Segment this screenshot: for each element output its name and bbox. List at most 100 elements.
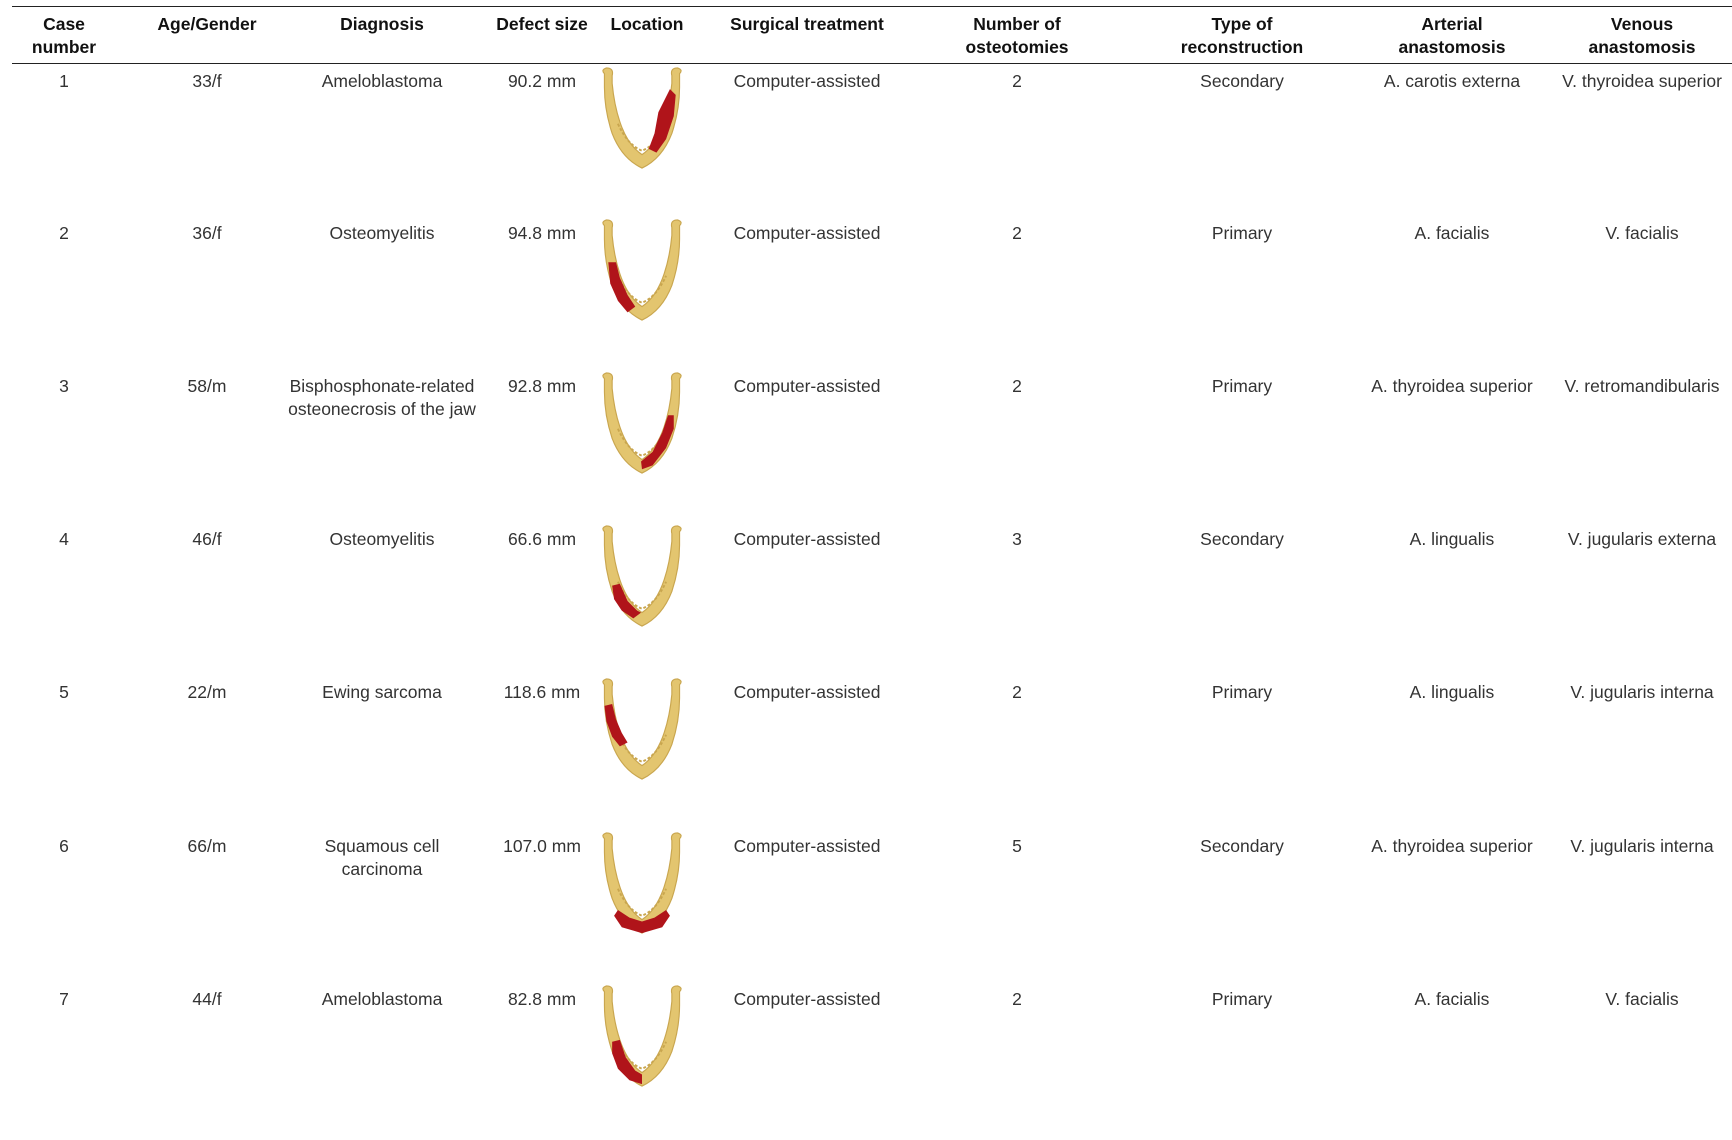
arterial-anastomosis-cell: A. lingualis xyxy=(1409,682,1495,702)
mandible-bone xyxy=(602,525,682,627)
case-number-cell: 3 xyxy=(59,376,69,396)
header-line: anastomosis xyxy=(1398,37,1506,57)
header-line: Defect size xyxy=(496,14,588,34)
osteotomies-cell: 2 xyxy=(1012,989,1022,1009)
header-line: Number of xyxy=(973,14,1061,34)
header-line: Venous xyxy=(1610,14,1674,34)
header-line: reconstruction xyxy=(1180,37,1304,57)
diagnosis-line: Ameloblastoma xyxy=(321,989,443,1009)
surgical-treatment-cell: Computer-assisted xyxy=(733,989,881,1009)
surgical-treatment-cell: Computer-assisted xyxy=(733,682,881,702)
venous-anastomosis-cell: V. retromandibularis xyxy=(1564,376,1720,396)
table-row: 3 58/m Bisphosphonate-related osteonecrosis… xyxy=(12,372,1732,527)
case-number-cell: 5 xyxy=(59,682,69,702)
defect-size-cell: 92.8 mm xyxy=(507,376,577,396)
diagnosis-cell: Squamous cell carcinoma xyxy=(282,835,482,881)
diagnosis-line: Bisphosphonate-related xyxy=(289,376,475,396)
arterial-anastomosis-cell: A. carotis externa xyxy=(1383,71,1521,91)
case-number-cell: 4 xyxy=(59,529,69,549)
mandible-bone xyxy=(602,832,682,934)
table-row: 7 44/f Ameloblastoma 82.8 mm Computer-assist… xyxy=(12,985,1732,1140)
diagnosis-cell: Osteomyelitis xyxy=(282,528,482,551)
mandible-teeth-line xyxy=(617,734,667,763)
header-age-gender: Age/Gender xyxy=(142,13,272,36)
venous-anastomosis-cell: V. jugularis interna xyxy=(1570,836,1714,856)
header-line: osteotomies xyxy=(965,37,1069,57)
defect-region xyxy=(641,415,674,470)
osteotomies-cell: 2 xyxy=(1012,223,1022,243)
header-location: Location xyxy=(602,13,692,36)
venous-anastomosis-cell: V. jugularis externa xyxy=(1567,529,1717,549)
header-line: number xyxy=(31,37,97,57)
reconstruction-type-cell: Secondary xyxy=(1200,71,1284,91)
osteotomies-cell: 5 xyxy=(1012,836,1022,856)
surgical-treatment-cell: Computer-assisted xyxy=(733,529,881,549)
age-gender-cell: 46/f xyxy=(192,529,222,549)
defect-region xyxy=(614,909,670,934)
defect-region xyxy=(612,1039,642,1085)
age-gender-cell: 22/m xyxy=(187,682,227,702)
arterial-anastomosis-cell: A. lingualis xyxy=(1409,529,1495,549)
mandible-teeth-line xyxy=(617,428,667,457)
mandible-location-diagram xyxy=(602,832,682,934)
diagnosis-cell: Ameloblastoma xyxy=(282,988,482,1011)
defect-size-cell: 118.6 mm xyxy=(503,682,581,702)
venous-anastomosis-cell: V. facialis xyxy=(1605,989,1679,1009)
diagnosis-line: Ewing sarcoma xyxy=(322,682,442,702)
header-line: Case xyxy=(43,14,85,34)
mandible-bone xyxy=(602,678,682,780)
arterial-anastomosis-cell: A. thyroidea superior xyxy=(1371,836,1533,856)
header-number-of-osteotomies: Number of osteotomies xyxy=(932,13,1102,59)
diagnosis-line: Osteomyelitis xyxy=(329,223,435,243)
reconstruction-type-cell: Primary xyxy=(1211,989,1273,1009)
header-diagnosis: Diagnosis xyxy=(282,13,482,36)
defect-size-cell: 90.2 mm xyxy=(507,71,577,91)
defect-size-cell: 82.8 mm xyxy=(507,989,577,1009)
diagnosis-line: carcinoma xyxy=(341,859,423,879)
diagnosis-line: osteonecrosis of the jaw xyxy=(288,399,476,419)
table-row: 6 66/m Squamous cell carcinoma 107.0 mm Compu… xyxy=(12,832,1732,987)
defect-size-cell: 66.6 mm xyxy=(507,529,577,549)
header-line: Type of xyxy=(1211,14,1273,34)
header-case-number: Case number xyxy=(24,13,104,59)
age-gender-cell: 58/m xyxy=(187,376,227,396)
table-row: 2 36/f Osteomyelitis 94.8 mm Computer-assist… xyxy=(12,219,1732,374)
case-number-cell: 1 xyxy=(59,71,69,91)
osteotomies-cell: 3 xyxy=(1012,529,1022,549)
osteotomies-cell: 2 xyxy=(1012,71,1022,91)
reconstruction-type-cell: Secondary xyxy=(1200,529,1284,549)
arterial-anastomosis-cell: A. facialis xyxy=(1414,223,1490,243)
header-line: Location xyxy=(610,14,684,34)
mandible-teeth-line xyxy=(617,581,667,610)
surgical-treatment-cell: Computer-assisted xyxy=(733,223,881,243)
diagnosis-cell: Osteomyelitis xyxy=(282,222,482,245)
table-top-rule xyxy=(12,6,1732,7)
reconstruction-type-cell: Primary xyxy=(1211,223,1273,243)
mandible-teeth-line xyxy=(617,888,667,917)
diagnosis-cell: Ewing sarcoma xyxy=(282,681,482,704)
header-surgical-treatment: Surgical treatment xyxy=(707,13,907,36)
age-gender-cell: 44/f xyxy=(192,989,222,1009)
osteotomies-cell: 2 xyxy=(1012,682,1022,702)
reconstruction-type-cell: Primary xyxy=(1211,376,1273,396)
age-gender-cell: 66/m xyxy=(187,836,227,856)
defect-region xyxy=(612,583,642,619)
surgical-treatment-cell: Computer-assisted xyxy=(733,376,881,396)
mandible-location-diagram xyxy=(602,678,682,780)
osteotomies-cell: 2 xyxy=(1012,376,1022,396)
header-line: Age/Gender xyxy=(157,14,257,34)
mandible-teeth-line xyxy=(617,275,667,304)
diagnosis-line: Squamous cell xyxy=(324,836,440,856)
header-venous-anastomosis: Venous anastomosis xyxy=(1552,13,1732,59)
mandible-location-diagram xyxy=(602,985,682,1087)
age-gender-cell: 36/f xyxy=(192,223,222,243)
mandible-location-diagram xyxy=(602,525,682,627)
table-row: 5 22/m Ewing sarcoma 118.6 mm Computer-assis… xyxy=(12,678,1732,833)
reconstruction-type-cell: Secondary xyxy=(1200,836,1284,856)
header-defect-size: Defect size xyxy=(484,13,600,36)
defect-region xyxy=(648,89,676,153)
defect-region xyxy=(608,262,636,313)
defect-region xyxy=(604,703,628,747)
case-number-cell: 7 xyxy=(59,989,69,1009)
defect-size-cell: 107.0 mm xyxy=(503,836,581,856)
